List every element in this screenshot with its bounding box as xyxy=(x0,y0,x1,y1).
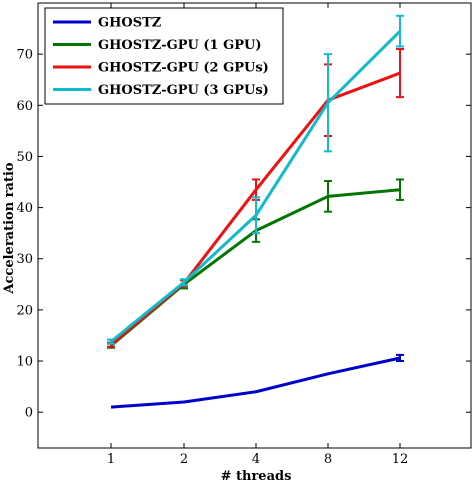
y-tick-label: 50 xyxy=(16,150,33,165)
series-1 xyxy=(110,353,404,409)
x-tick-label: 4 xyxy=(252,452,260,467)
y-tick-label: 0 xyxy=(25,406,33,421)
legend-label: GHOSTZ-GPU (1 GPU) xyxy=(98,38,261,53)
plot-border xyxy=(37,2,472,449)
x-tick-label: 12 xyxy=(392,452,409,467)
x-axis-label: # threads xyxy=(221,469,292,484)
x-tick-label: 8 xyxy=(324,452,332,467)
y-tick-label: 60 xyxy=(16,99,33,114)
y-tick-label: 10 xyxy=(16,355,33,370)
y-tick-label: 30 xyxy=(16,252,33,267)
x-tick-label: 2 xyxy=(180,452,188,467)
legend-label: GHOSTZ-GPU (2 GPUs) xyxy=(98,61,269,76)
x-tick-label: 1 xyxy=(107,452,115,467)
y-tick-label: 40 xyxy=(16,201,33,216)
y-axis-ticks: 0 10 20 30 40 50 60 70 xyxy=(16,48,471,421)
y-axis-label: Acceleration ratio xyxy=(2,162,17,294)
legend-label: GHOSTZ xyxy=(98,16,162,31)
series-line xyxy=(110,356,401,409)
series-4 xyxy=(107,14,404,345)
plot-lines xyxy=(107,14,404,409)
plot-frame xyxy=(37,2,472,449)
y-tick-label: 20 xyxy=(16,303,33,318)
legend: GHOSTZ GHOSTZ-GPU (1 GPU) GHOSTZ-GPU (2 GP… xyxy=(44,7,284,105)
y-tick-label: 70 xyxy=(16,48,33,63)
x-axis-ticks: 1 2 4 8 12 xyxy=(107,3,408,467)
legend-label: GHOSTZ-GPU (3 GPUs) xyxy=(98,83,269,98)
